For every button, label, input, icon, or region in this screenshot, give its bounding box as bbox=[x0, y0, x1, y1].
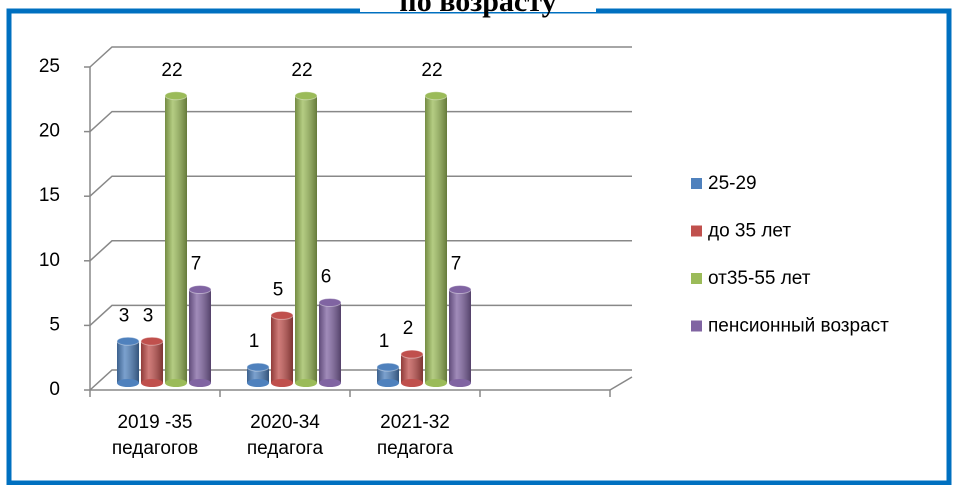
legend-label: 25-29 bbox=[708, 173, 757, 194]
y-tick-label: 0 bbox=[49, 379, 60, 400]
title-bg bbox=[360, 0, 596, 12]
bar-top bbox=[140, 336, 164, 346]
bar-top bbox=[164, 91, 188, 101]
bar-top bbox=[116, 336, 140, 346]
bar-bottom bbox=[449, 379, 471, 387]
bar-shade bbox=[165, 95, 187, 383]
y-tick-label: 15 bbox=[39, 185, 60, 206]
bar-bottom bbox=[319, 379, 341, 387]
y-tick-label: 5 bbox=[49, 314, 60, 335]
legend-swatch bbox=[691, 225, 702, 237]
bar-shade bbox=[377, 367, 399, 383]
data-label: 5 bbox=[273, 279, 284, 300]
y-tick-label: 20 bbox=[39, 121, 60, 142]
bar-bottom bbox=[117, 379, 139, 387]
data-label: 3 bbox=[119, 305, 130, 326]
data-label: 1 bbox=[249, 331, 260, 352]
bar-shade bbox=[319, 302, 341, 383]
legend-swatch bbox=[691, 320, 702, 332]
y-tick-label: 10 bbox=[39, 250, 60, 271]
bar-top bbox=[400, 349, 424, 359]
x-tick-label: 2021-32 педагога bbox=[377, 412, 454, 459]
bar-shade bbox=[449, 289, 471, 383]
bar-top bbox=[188, 285, 212, 295]
bar-top bbox=[448, 285, 472, 295]
bar-top bbox=[376, 362, 400, 372]
bar-shade bbox=[425, 95, 447, 383]
bar-bottom bbox=[295, 379, 317, 387]
y-tick-label: 25 bbox=[39, 56, 60, 77]
bar-bottom bbox=[401, 379, 423, 387]
legend-label: до 35 лет bbox=[708, 221, 791, 242]
data-label: 6 bbox=[321, 266, 332, 287]
grid-line bbox=[89, 240, 632, 262]
bar-top bbox=[270, 310, 294, 320]
data-label: 22 bbox=[291, 60, 312, 81]
data-label: 22 bbox=[421, 60, 442, 81]
bar-shade bbox=[247, 367, 269, 383]
grid-line bbox=[89, 46, 632, 68]
bar-top bbox=[424, 91, 448, 101]
bar-shade bbox=[295, 95, 317, 383]
x-tick-label: 2020-34 педагога bbox=[247, 412, 324, 459]
legend-label: от35-55 лет bbox=[708, 268, 811, 289]
bar-shade bbox=[189, 289, 211, 383]
bar-bottom bbox=[425, 379, 447, 387]
bar-bottom bbox=[141, 379, 163, 387]
legend-label: пенсионный возраст bbox=[708, 316, 889, 337]
bar-bottom bbox=[377, 379, 399, 387]
data-label: 2 bbox=[403, 318, 414, 339]
bar-bottom bbox=[271, 379, 293, 387]
bar-bottom bbox=[189, 379, 211, 387]
bar-shade bbox=[271, 315, 293, 383]
chart-title: по возрасту bbox=[399, 0, 556, 18]
bar-top bbox=[294, 91, 318, 101]
x-tick-label: 2019 -35 педагогов bbox=[112, 412, 198, 459]
bar-bottom bbox=[165, 379, 187, 387]
bar-bottom bbox=[247, 379, 269, 387]
data-label: 3 bbox=[143, 305, 154, 326]
data-label: 7 bbox=[191, 254, 202, 275]
data-label: 1 bbox=[379, 331, 390, 352]
bar-shade bbox=[141, 341, 163, 383]
data-label: 7 bbox=[451, 254, 462, 275]
bar-shade bbox=[401, 354, 423, 383]
legend-swatch bbox=[691, 178, 702, 189]
data-label: 22 bbox=[161, 60, 182, 81]
grid-line bbox=[89, 110, 632, 133]
floor-edge bbox=[609, 376, 633, 391]
bar-shade bbox=[117, 341, 139, 383]
legend-swatch bbox=[691, 273, 702, 284]
bar-top bbox=[246, 362, 270, 372]
bar-top bbox=[318, 297, 342, 307]
grid-line bbox=[89, 175, 632, 197]
